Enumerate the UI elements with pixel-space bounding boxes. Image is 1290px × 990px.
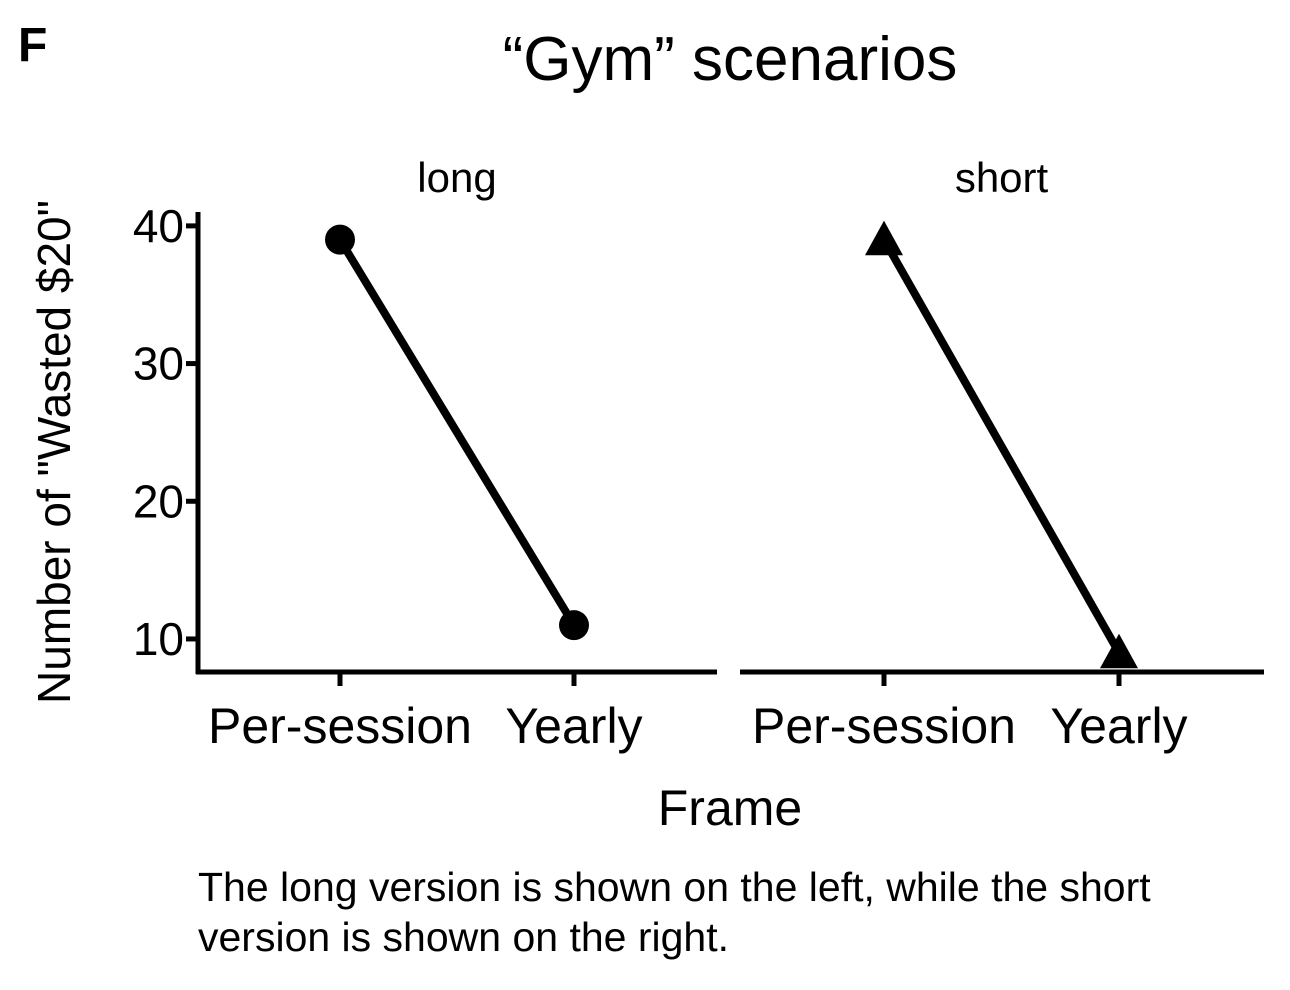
facet-long-series-line [336, 237, 578, 628]
facet-long-x-tick-label-1: Yearly [505, 698, 642, 754]
y-tick-label-1: 20 [133, 475, 184, 527]
facet-short-point-0 [865, 220, 903, 256]
facet-short-series-line [880, 237, 1123, 655]
facet-long-x-tick-label-0: Per-session [208, 698, 472, 754]
panel-label: F [18, 19, 48, 72]
facet-long-title: long [417, 154, 496, 201]
facet-short: short Per-session Yearly [740, 154, 1264, 754]
facet-long-point-1 [559, 610, 589, 641]
plot-layer: 10 20 30 40 long Per-session Yearly short Per-se… [133, 154, 1264, 754]
facet-short-x-tick-label-1: Yearly [1050, 698, 1187, 754]
chart-title: “Gym” scenarios [503, 25, 958, 94]
facet-short-point-1 [1100, 633, 1138, 669]
facet-long: long Per-session Yearly [196, 154, 717, 754]
facet-short-x-tick-label-0: Per-session [752, 698, 1016, 754]
y-tick-label-0: 10 [133, 613, 184, 665]
figure-caption: The long version is shown on the left, w… [198, 864, 1151, 960]
facet-short-title: short [955, 154, 1049, 201]
x-axis-label: Frame [658, 780, 802, 836]
y-tick-label-3: 40 [133, 200, 184, 252]
y-axis-label: Number of "Wasted $20" [28, 200, 80, 704]
facet-long-point-0 [325, 224, 355, 255]
y-tick-label-2: 30 [133, 338, 184, 390]
